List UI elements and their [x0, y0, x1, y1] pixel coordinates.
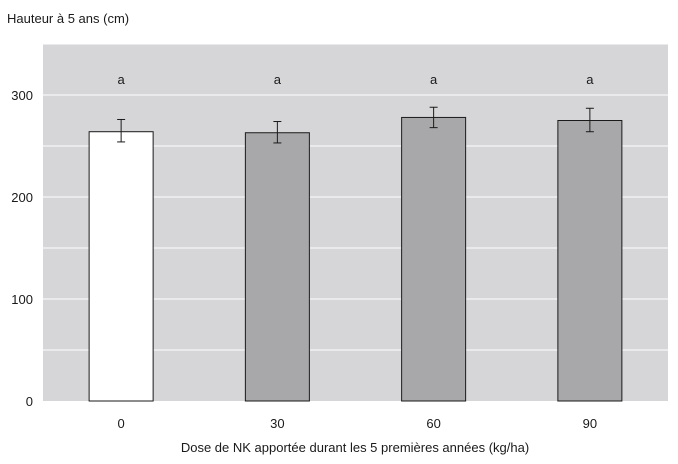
x-tick-label: 90	[583, 416, 597, 431]
y-tick-label: 200	[11, 190, 33, 205]
significance-letter: a	[118, 72, 126, 87]
y-tick-label: 300	[11, 88, 33, 103]
bar	[401, 116, 467, 402]
x-tick-labels: 0 30 60 90	[118, 416, 598, 431]
y-tick-label: 0	[26, 394, 33, 409]
bar	[557, 120, 623, 402]
x-tick-label: 60	[426, 416, 440, 431]
y-tick-label: 100	[11, 292, 33, 307]
y-axis-label: Hauteur à 5 ans (cm)	[7, 11, 129, 26]
bar	[88, 131, 154, 402]
x-axis-label: Dose de NK apportée durant les 5 premièr…	[181, 440, 529, 455]
error-bars	[117, 106, 594, 144]
x-tick-label: 0	[118, 416, 125, 431]
bar	[244, 132, 310, 402]
bars	[88, 116, 623, 402]
x-tick-label: 30	[270, 416, 284, 431]
y-tick-labels: 0 100 200 300	[11, 88, 33, 409]
significance-letter: a	[430, 72, 438, 87]
significance-letter: a	[274, 72, 282, 87]
significance-letter: a	[586, 72, 594, 87]
